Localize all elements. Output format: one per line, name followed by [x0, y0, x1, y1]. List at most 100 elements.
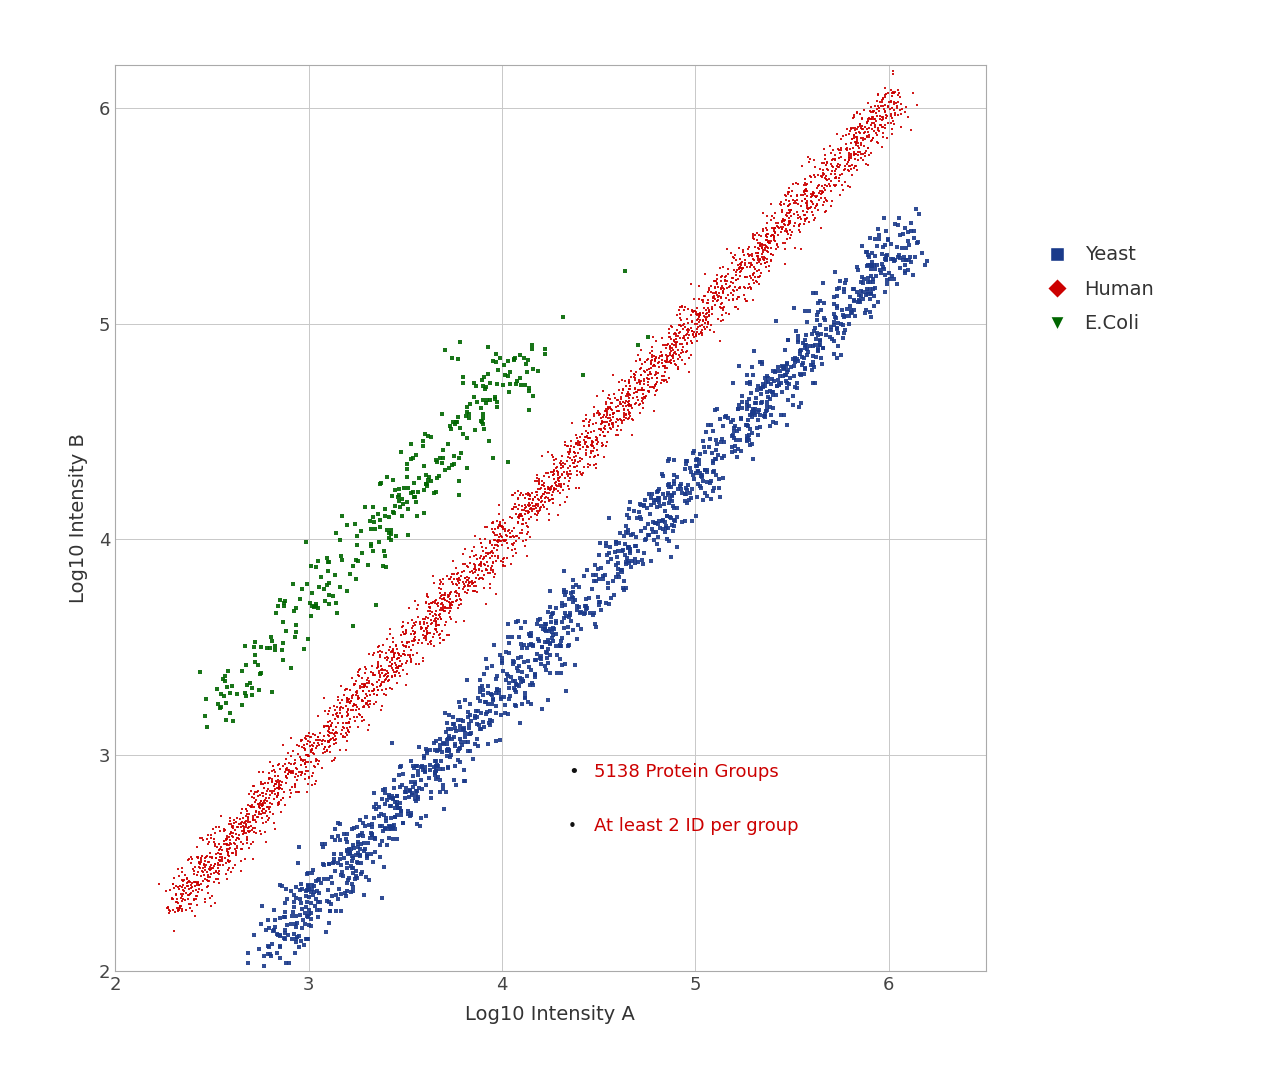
Point	[550, 478, 571, 495]
Point	[300, 595, 320, 612]
Point	[234, 638, 255, 655]
Point	[547, 480, 567, 497]
Point	[419, 468, 439, 486]
Point	[675, 492, 695, 509]
Point	[498, 674, 518, 692]
Point	[388, 650, 408, 667]
Point	[343, 836, 364, 853]
Point	[407, 757, 428, 775]
Point	[210, 851, 230, 869]
Point	[603, 406, 623, 423]
Point	[319, 596, 339, 613]
Point	[589, 596, 609, 613]
Point	[477, 554, 498, 571]
Point	[216, 830, 237, 847]
Point	[330, 886, 351, 903]
Point	[426, 757, 447, 775]
Point	[320, 902, 340, 919]
Point	[663, 522, 684, 540]
Point	[778, 186, 799, 203]
Point	[516, 486, 536, 503]
Point	[453, 761, 474, 778]
Point	[170, 886, 191, 903]
Point	[558, 443, 579, 461]
Point	[791, 187, 812, 204]
Point	[433, 623, 453, 640]
Point	[828, 140, 849, 158]
Point	[470, 721, 490, 738]
Point	[580, 456, 600, 474]
Point	[771, 193, 791, 210]
Point	[198, 868, 219, 885]
Point	[686, 332, 707, 350]
Point	[396, 623, 416, 640]
Point	[430, 589, 451, 606]
Point	[268, 926, 288, 943]
Point	[750, 268, 771, 285]
Point	[808, 342, 828, 359]
Point	[401, 436, 421, 453]
Point	[618, 509, 639, 527]
Point	[632, 381, 653, 398]
Point	[244, 793, 265, 810]
Point	[466, 577, 486, 595]
Point	[406, 787, 426, 804]
Point	[593, 437, 613, 454]
Point	[268, 784, 288, 802]
Point	[864, 298, 884, 315]
Point	[630, 351, 650, 368]
Point	[393, 617, 413, 634]
Point	[534, 467, 554, 484]
Point	[566, 435, 586, 452]
Point	[649, 350, 669, 367]
Point	[214, 836, 234, 853]
Point	[197, 872, 218, 889]
Point	[325, 749, 346, 766]
Point	[868, 135, 888, 152]
Point	[317, 892, 338, 910]
Point	[791, 241, 812, 258]
Point	[410, 614, 430, 631]
Point	[433, 597, 453, 614]
Point	[881, 81, 901, 98]
Point	[808, 325, 828, 342]
Point	[613, 582, 634, 599]
Point	[301, 737, 321, 754]
Point	[603, 405, 623, 422]
Point	[687, 450, 708, 467]
Point	[474, 369, 494, 386]
Point	[515, 505, 535, 522]
Point	[658, 476, 678, 493]
Point	[778, 202, 799, 219]
Point	[273, 641, 293, 658]
Point	[317, 870, 338, 887]
Point	[387, 638, 407, 655]
Point	[628, 397, 649, 414]
Point	[214, 821, 234, 838]
Point	[484, 521, 504, 538]
Point	[308, 600, 329, 617]
Point	[376, 558, 397, 575]
Point	[652, 346, 672, 364]
Point	[434, 589, 454, 606]
Point	[298, 762, 319, 779]
Point	[598, 399, 618, 416]
Point	[785, 379, 805, 396]
Point	[187, 876, 207, 893]
Point	[356, 847, 376, 864]
Point	[737, 400, 758, 418]
Point	[439, 600, 460, 617]
Point	[262, 756, 283, 774]
Point	[630, 496, 650, 514]
Point	[424, 764, 444, 781]
Point	[425, 613, 445, 630]
Point	[411, 620, 431, 638]
Point	[599, 509, 620, 527]
Point	[207, 871, 228, 888]
Point	[680, 492, 700, 509]
Point	[389, 766, 410, 783]
Point	[571, 603, 591, 620]
Point	[874, 250, 895, 268]
Point	[298, 747, 319, 764]
Point	[637, 351, 658, 368]
